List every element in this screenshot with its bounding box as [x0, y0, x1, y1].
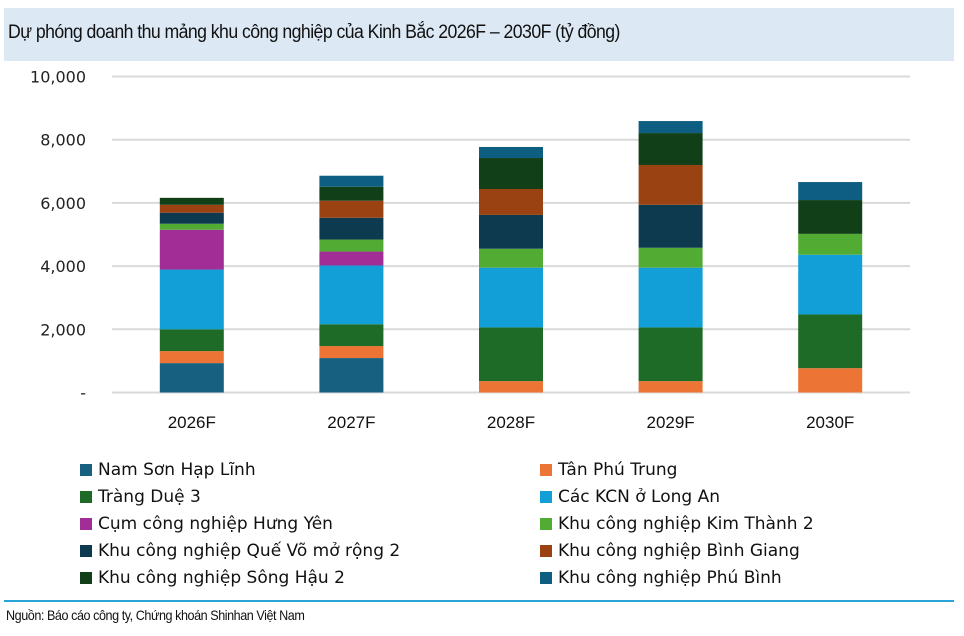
legend-item: Tràng Duệ 3 [80, 487, 201, 507]
bar-segment [319, 358, 384, 393]
bar-segment [159, 363, 224, 393]
bar-segment [479, 188, 543, 215]
x-tick-label: 2028F [487, 413, 535, 432]
bar-segment [159, 197, 224, 205]
chart-title: Dự phóng doanh thu mảng khu công nghiệp … [8, 22, 620, 43]
bar-segment [479, 158, 543, 189]
bar-segment [479, 214, 543, 249]
bar-segment [638, 133, 703, 165]
y-tick-label: 8,000 [40, 131, 86, 150]
bar-segment [479, 146, 543, 159]
bar-segment [159, 212, 224, 224]
bar-segment [159, 329, 224, 352]
bar-segment [798, 182, 863, 201]
bar-segment [479, 248, 543, 268]
bar-segment [638, 381, 703, 393]
bar-segment [159, 229, 224, 270]
legend-label: Khu công nghiệp Phú Bình [558, 568, 782, 588]
legend-swatch [80, 545, 92, 557]
chart-title-bar: Dự phóng doanh thu mảng khu công nghiệp … [4, 8, 954, 61]
legend-item: Các KCN ở Long An [540, 487, 720, 507]
bar-segment [319, 251, 384, 266]
legend-swatch [540, 545, 552, 557]
legend-swatch [80, 572, 92, 584]
y-tick-label: 10,000 [30, 68, 86, 87]
legend-label: Cụm công nghiệp Hưng Yên [98, 514, 333, 534]
legend-item: Cụm công nghiệp Hưng Yên [80, 514, 333, 534]
bar-segment [638, 247, 703, 268]
bar-segment [479, 327, 543, 382]
legend-swatch [540, 491, 552, 503]
y-tick-label: 2,000 [40, 320, 86, 339]
legend-item: Khu công nghiệp Bình Giang [540, 541, 800, 561]
bar-segment [319, 346, 384, 359]
legend-label: Nam Sơn Hạp Lĩnh [98, 460, 256, 480]
legend-label: Khu công nghiệp Quế Võ mở rộng 2 [98, 541, 401, 561]
legend-item: Khu công nghiệp Phú Bình [540, 568, 782, 588]
legend-item: Khu công nghiệp Kim Thành 2 [540, 514, 814, 534]
bar-segment [319, 324, 384, 347]
legend-label: Các KCN ở Long An [558, 487, 720, 507]
bar-segment [638, 204, 703, 248]
legend-item: Nam Sơn Hạp Lĩnh [80, 460, 256, 480]
bar-segment [319, 265, 384, 325]
source-note: Nguồn: Báo cáo công ty, Chứng khoán Shin… [6, 607, 305, 623]
x-tick-label: 2027F [327, 413, 375, 432]
legend-item: Tân Phú Trung [540, 460, 677, 480]
legend-label: Khu công nghiệp Kim Thành 2 [558, 514, 814, 534]
bar-segment [159, 204, 224, 213]
bar-segment [479, 381, 543, 393]
bar-segment [159, 269, 224, 330]
bar-segment [798, 254, 863, 315]
bar-segment [319, 200, 384, 218]
bar-segment [798, 314, 863, 369]
legend-label: Tràng Duệ 3 [98, 487, 201, 507]
legend-swatch [80, 491, 92, 503]
bar-segment [638, 327, 703, 382]
bar-segment [798, 200, 863, 234]
x-tick-label: 2029F [646, 413, 694, 432]
bar-segment [319, 217, 384, 240]
bar-segment [798, 233, 863, 255]
y-tick-label: - [80, 384, 86, 403]
legend-swatch [80, 518, 92, 530]
y-tick-label: 4,000 [40, 257, 86, 276]
legend-label: Khu công nghiệp Bình Giang [558, 541, 800, 561]
legend-item: Khu công nghiệp Quế Võ mở rộng 2 [80, 541, 400, 561]
bar-segment [638, 121, 703, 134]
legend-label: Tân Phú Trung [558, 460, 678, 480]
legend-swatch [540, 518, 552, 530]
bar-segment [638, 164, 703, 205]
bar-segment [479, 267, 543, 328]
y-tick-label: 6,000 [40, 194, 86, 213]
bar-segment [798, 368, 863, 393]
x-tick-label: 2030F [806, 413, 854, 432]
stacked-bar-chart: - 2,000 4,000 6,000 8,000 10,000 2026F 2027F 202… [30, 68, 910, 432]
bar-segment [319, 186, 384, 201]
bar-segment [638, 267, 703, 328]
bar-segment [159, 351, 224, 364]
bar-segment [319, 175, 384, 187]
legend-label: Khu công nghiệp Sông Hậu 2 [98, 568, 345, 588]
x-tick-label: 2026F [168, 413, 216, 432]
legend-swatch [540, 464, 552, 476]
bar-segment [319, 239, 384, 252]
bar-segment [159, 223, 224, 230]
legend-swatch [80, 464, 92, 476]
legend-swatch [540, 572, 552, 584]
footer-divider [4, 600, 954, 602]
legend-item: Khu công nghiệp Sông Hậu 2 [80, 568, 345, 588]
